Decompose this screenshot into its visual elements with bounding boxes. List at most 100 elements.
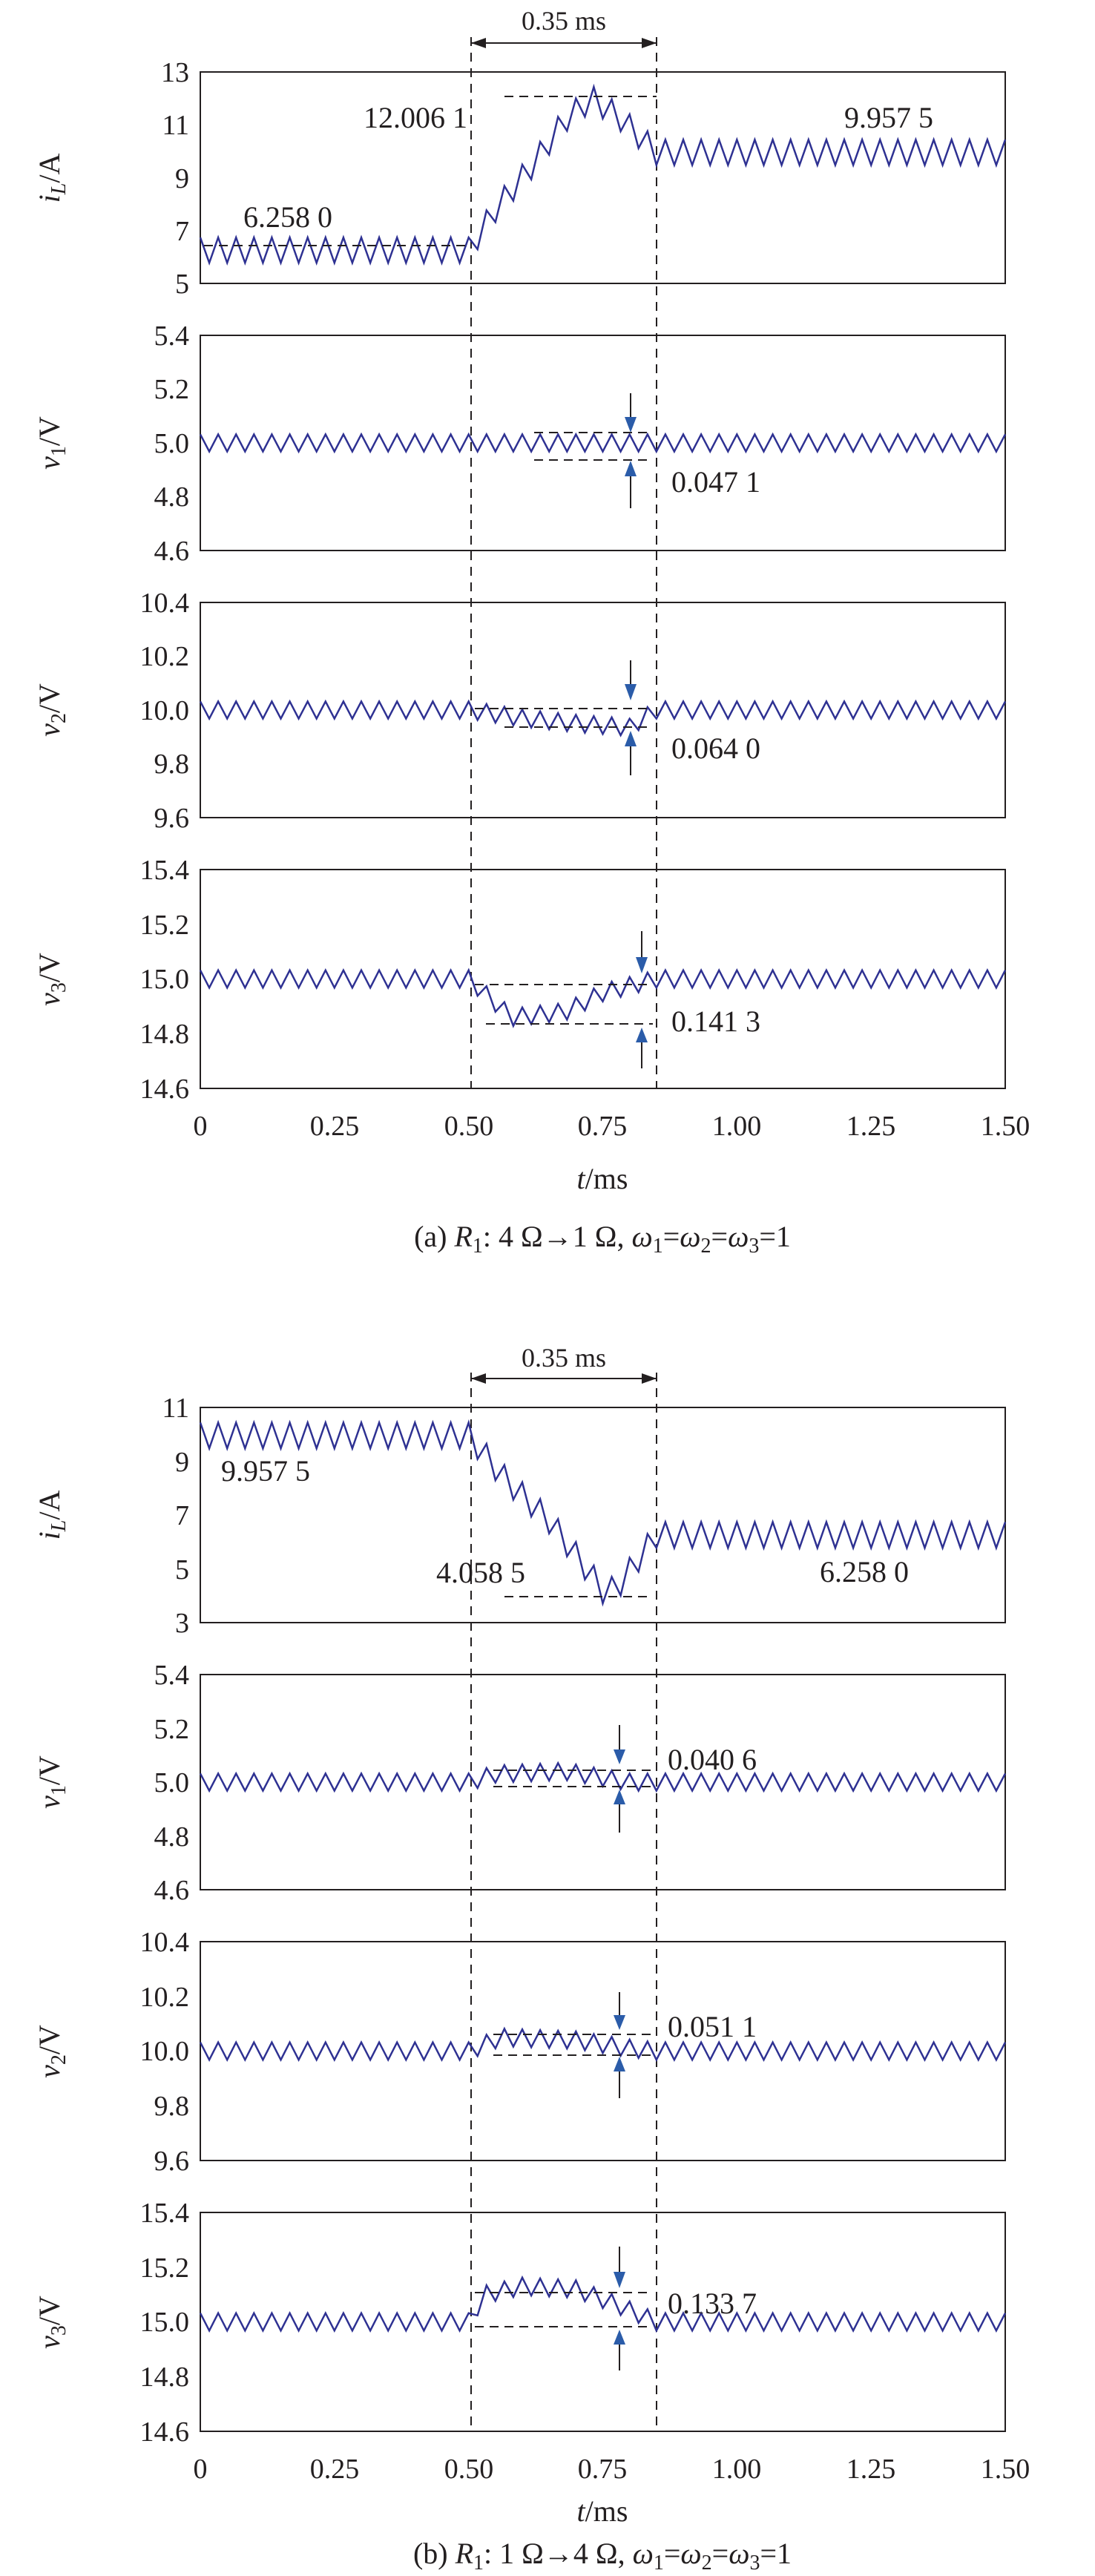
y-tick: 15.2: [140, 910, 190, 941]
trace-v3-a: [199, 967, 1007, 1028]
y-tick: 4.6: [154, 1875, 190, 1906]
annotation: 0.141 3: [671, 1005, 760, 1038]
x-tick: 1.00: [712, 1111, 762, 1142]
x-tick: 0.25: [310, 1111, 360, 1142]
x-ticks-b: 0 0.25 0.50 0.75 1.00 1.25 1.50: [194, 2454, 1030, 2485]
y-tick: 15.0: [140, 2307, 190, 2338]
y-tick: 11: [162, 110, 189, 141]
y-tick: 4.6: [154, 536, 190, 567]
interval-marker-b: 0.35 ms: [471, 1343, 657, 1384]
x-axis-label-b: t/ms: [577, 2494, 628, 2528]
panel-a3-frame: [200, 602, 1006, 818]
x-tick: 0: [194, 2454, 208, 2485]
panel-b1-yticks: 11 9 7 5 3: [162, 1393, 189, 1639]
panel-b4-ylabel: v3/V: [33, 2296, 70, 2349]
y-tick: 14.8: [140, 1019, 190, 1050]
panel-b1-ylabel: iL/A: [33, 1491, 70, 1540]
arrow-down-icon: [636, 931, 648, 973]
annotation: 0.133 7: [668, 2287, 757, 2320]
y-tick: 5.0: [154, 428, 190, 459]
x-tick: 0.50: [444, 2454, 494, 2485]
panel-a1-yticks: 13 11 9 7 5: [161, 57, 189, 300]
y-tick: 15.4: [140, 2198, 190, 2229]
panel-b2-yticks: 5.4 5.2 5.0 4.8 4.6: [154, 1660, 190, 1906]
annotation: 12.006 1: [364, 101, 467, 134]
y-tick: 10.4: [140, 588, 190, 619]
y-tick: 14.6: [140, 1074, 190, 1105]
panel-b2-ylabel: v1/V: [33, 1755, 70, 1809]
trace-v2-a: [199, 699, 1007, 737]
annotation: 0.064 0: [671, 732, 760, 765]
panel-a1-ylabel: iL/A: [33, 154, 70, 203]
panel-b4-yticks: 15.4 15.2 15.0 14.8 14.6: [140, 2198, 190, 2448]
arrow-down-icon: [625, 660, 637, 700]
y-tick: 5: [175, 1554, 189, 1586]
y-tick: 3: [175, 1608, 189, 1639]
annotation: 6.258 0: [820, 1555, 909, 1588]
annotation: 9.957 5: [221, 1454, 310, 1488]
caption-b: (b) R1: 1 Ω→4 Ω, ω1=ω2=ω3=1: [413, 2537, 792, 2572]
x-tick: 1.50: [981, 2454, 1030, 2485]
annotation: 6.258 0: [243, 200, 332, 234]
trace-iL-b: [199, 1419, 1007, 1607]
x-axis-label-a: t/ms: [577, 1162, 628, 1195]
y-tick: 14.8: [140, 2362, 190, 2393]
y-tick: 9.8: [154, 2091, 190, 2122]
panel-a3-yticks: 10.4 10.2 10.0 9.8 9.6: [140, 588, 190, 834]
panel-b1-frame: [200, 1407, 1006, 1623]
x-tick: 0.75: [578, 2454, 628, 2485]
y-tick: 5.2: [154, 1714, 190, 1745]
x-tick: 0.25: [310, 2454, 360, 2485]
panel-a2-yticks: 5.4 5.2 5.0 4.8 4.6: [154, 321, 190, 567]
x-tick: 0.75: [578, 1111, 628, 1142]
y-tick: 11: [162, 1393, 189, 1424]
y-tick: 4.8: [154, 482, 190, 513]
arrow-up-icon: [636, 1028, 648, 1068]
x-tick: 0: [194, 1111, 208, 1142]
arrow-up-icon: [614, 1790, 625, 1833]
figure-b: 0.35 ms 11 9 7 5 3 5.4 5.2 5.0 4.8 4.6 1…: [33, 1343, 1030, 2575]
interval-label: 0.35 ms: [522, 1343, 606, 1373]
y-tick: 5.2: [154, 374, 190, 405]
arrow-up-icon: [614, 2330, 625, 2370]
y-tick: 10.2: [140, 1982, 190, 2013]
arrow-down-icon: [625, 393, 637, 433]
x-tick: 1.25: [846, 1111, 896, 1142]
x-ticks-a: 0 0.25 0.50 0.75 1.00 1.25 1.50: [194, 1111, 1030, 1142]
panel-a3-ylabel: v2/V: [33, 683, 70, 737]
y-tick: 10.4: [140, 1927, 190, 1958]
annotation: 9.957 5: [844, 101, 933, 134]
trace-v3-b: [199, 2275, 1007, 2333]
panel-a4-ylabel: v3/V: [33, 953, 70, 1006]
panel-a2-ylabel: v1/V: [33, 416, 70, 470]
y-tick: 5.4: [154, 1660, 190, 1691]
trace-v1-a: [199, 432, 1007, 454]
y-tick: 4.8: [154, 1821, 190, 1853]
x-tick: 1.00: [712, 2454, 762, 2485]
y-tick: 9.8: [154, 749, 190, 780]
caption-a: (a) R1: 4 Ω→1 Ω, ω1=ω2=ω3=1: [414, 1220, 791, 1258]
y-tick: 13: [161, 57, 189, 88]
arrow-up-icon: [625, 461, 637, 508]
y-tick: 10.2: [140, 641, 190, 672]
y-tick: 9: [175, 163, 189, 194]
y-tick: 14.6: [140, 2416, 190, 2448]
arrow-down-icon: [614, 2247, 625, 2288]
panel-b3-frame: [200, 1941, 1006, 2161]
trace-v2-b: [199, 2026, 1007, 2063]
arrow-up-icon: [625, 731, 637, 775]
y-tick: 9.6: [154, 803, 190, 834]
arrow-down-icon: [614, 1725, 625, 1764]
annotation: 4.058 5: [436, 1556, 525, 1589]
y-tick: 10.0: [140, 695, 190, 726]
panel-a1-frame: [200, 71, 1006, 284]
figure-a: 0.35 ms 13 11 9 7 5 5.4 5.2 5.0 4.8 4.6 …: [33, 6, 1030, 1258]
panel-b3-yticks: 10.4 10.2 10.0 9.8 9.6: [140, 1927, 190, 2177]
y-tick: 15.0: [140, 964, 190, 995]
panel-b4-frame: [200, 2212, 1006, 2432]
panel-a2-frame: [200, 335, 1006, 551]
panel-a4-frame: [200, 869, 1006, 1089]
interval-marker-a: 0.35 ms: [471, 6, 657, 48]
